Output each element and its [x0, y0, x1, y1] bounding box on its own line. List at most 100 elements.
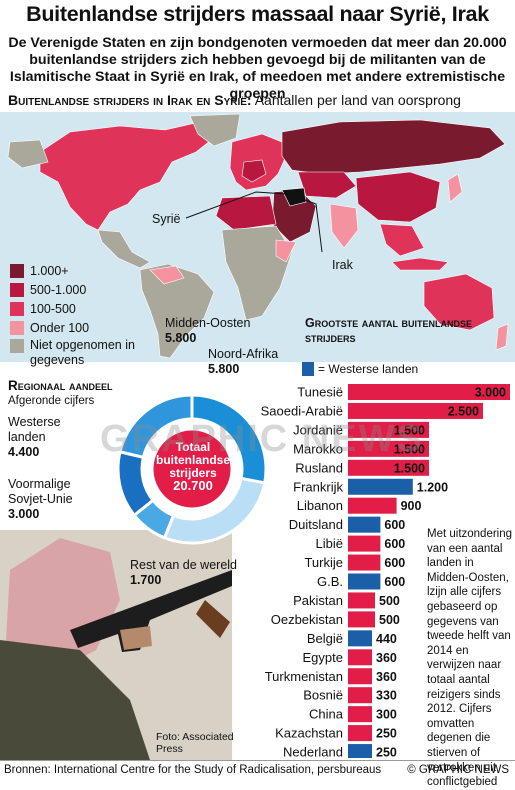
bar-category-label: Jordanië	[293, 422, 343, 437]
donut-value: 5.800	[208, 362, 240, 376]
iraq-pointer-line	[299, 197, 323, 253]
bar	[348, 611, 375, 628]
legend-item: 500-1.000	[10, 281, 86, 298]
donut-category: Noord-Afrika	[208, 347, 279, 361]
bars-footnote: Met uitzondering van een aantal landen i…	[427, 528, 513, 789]
donut-center-label: Totaal buitenlandse strijders	[155, 440, 230, 480]
bar	[348, 649, 372, 666]
legend-swatch	[10, 339, 24, 353]
bar	[348, 459, 429, 476]
western-europe-dark-shape	[241, 159, 267, 183]
donut-value: 5.800	[165, 331, 197, 345]
bars-legend-label: = Westerse landen	[318, 362, 419, 376]
donut-value: 1.700	[130, 573, 162, 587]
fighter-photo	[0, 530, 232, 760]
regional-sub: Afgeronde cijfers	[8, 395, 95, 407]
bar-value-label: 600	[384, 518, 405, 532]
watermark: GRAPHIC NEWS	[100, 418, 424, 460]
bar-category-label: Libië	[316, 536, 343, 551]
bar-value-label: 3.000	[475, 386, 506, 400]
donut-category: Westerse landen	[8, 415, 61, 444]
bar-category-label: België	[307, 631, 343, 646]
bars-heading: Grootste aantal buitenlandse strijders	[305, 316, 472, 345]
footer-brand: © GRAPHIC NEWS	[407, 764, 509, 776]
bar-category-label: Turkije	[304, 555, 343, 570]
legend-label: Onder 100	[30, 320, 90, 335]
africa-shape	[221, 225, 293, 321]
bar-value-label: 600	[384, 537, 405, 551]
bar-value-label: 500	[379, 613, 400, 627]
legend-label: Niet opgenomen in gegevens	[30, 338, 135, 367]
bar-value-label: 1.500	[394, 423, 425, 437]
world-map	[0, 112, 515, 362]
bar	[348, 687, 372, 704]
bar-category-label: Libanon	[297, 498, 343, 513]
legend-swatch	[10, 282, 24, 297]
donut-center-value: 20.700	[173, 478, 213, 493]
photo-credit: Foto: Associated Press	[156, 731, 234, 755]
bar-value-label: 600	[384, 556, 405, 570]
bar-value-label: 360	[376, 670, 397, 684]
donut-value: 4.400	[8, 445, 40, 459]
legend-swatch	[10, 263, 24, 278]
legend-label: 1.000+	[30, 263, 69, 278]
bar-category-label: Duitsland	[289, 517, 343, 532]
donut-label: Voormalige Sovjet-Unie 3.000	[8, 477, 108, 522]
regional-heading: Regionaal aandeel	[8, 378, 113, 393]
indonesia-shape	[391, 257, 449, 271]
bar-category-label: Oezbekistan	[271, 612, 343, 627]
bar-value-label: 900	[401, 499, 422, 513]
bar-value-label: 300	[376, 708, 397, 722]
south-america-shape	[139, 263, 215, 359]
bar	[348, 478, 413, 495]
bar	[348, 573, 381, 590]
bar-category-label: Frankrijk	[293, 479, 343, 494]
regional-donut-chart	[116, 393, 268, 545]
bar-category-label: Rusland	[295, 460, 343, 475]
rifle-stock-shape	[196, 600, 230, 638]
bar-category-label: Bosnië	[303, 688, 343, 703]
north-africa-shape	[215, 195, 277, 231]
donut-label: Noord-Afrika 5.800	[208, 347, 303, 377]
bar-category-label: Nederland	[283, 745, 343, 758]
bar-category-label: Tunesië	[297, 385, 343, 400]
bar	[348, 592, 375, 609]
body-shape	[0, 640, 150, 760]
page-subtitle: De Verenigde Staten en zijn bondgenoten …	[8, 35, 507, 102]
bar-category-label: G.B.	[317, 574, 343, 589]
rifle-shape	[70, 570, 232, 652]
bar-category-label: Egypte	[303, 650, 343, 665]
donut-slices	[116, 393, 268, 545]
bar-category-label: Kazachstan	[275, 726, 343, 741]
bar	[348, 421, 429, 438]
footer: Bronnen: International Centre for the St…	[0, 760, 515, 781]
page-title: Buitenlandse strijders massaal naar Syri…	[26, 2, 489, 26]
se-asia-shape	[379, 223, 425, 257]
legend-swatch	[10, 301, 24, 316]
bar	[348, 554, 381, 571]
donut-label: Rest van de wereld 1.700	[130, 558, 260, 588]
bar	[348, 440, 429, 457]
donut-label: Midden-Oosten 5.800	[165, 316, 265, 346]
bar-value-label: 330	[376, 689, 397, 703]
legend-label: 500-1.000	[30, 282, 87, 297]
bar-category-label: Pakistan	[293, 593, 343, 608]
legend-item: 1.000+	[10, 262, 69, 279]
bar	[348, 668, 372, 685]
legend-label: 100-500	[30, 301, 76, 316]
syria-iraq-shape	[281, 187, 307, 207]
bar-value-label: 1.500	[394, 442, 425, 456]
bar-value-label: 2.500	[448, 404, 479, 418]
fighter-photo-svg	[0, 530, 232, 760]
china-shape	[355, 171, 441, 223]
legend-swatch	[10, 320, 24, 335]
india-shape	[329, 203, 359, 249]
somalia-shape	[275, 239, 297, 263]
russia-shape	[281, 119, 506, 175]
legend-item: Onder 100	[10, 319, 89, 336]
south-america-north-shape	[149, 265, 185, 285]
bar-value-label: 250	[376, 746, 397, 758]
alaska-shape	[7, 139, 49, 169]
legend-item: Niet opgenomen in gegevens	[10, 338, 135, 372]
label-iraq: Irak	[330, 258, 355, 273]
